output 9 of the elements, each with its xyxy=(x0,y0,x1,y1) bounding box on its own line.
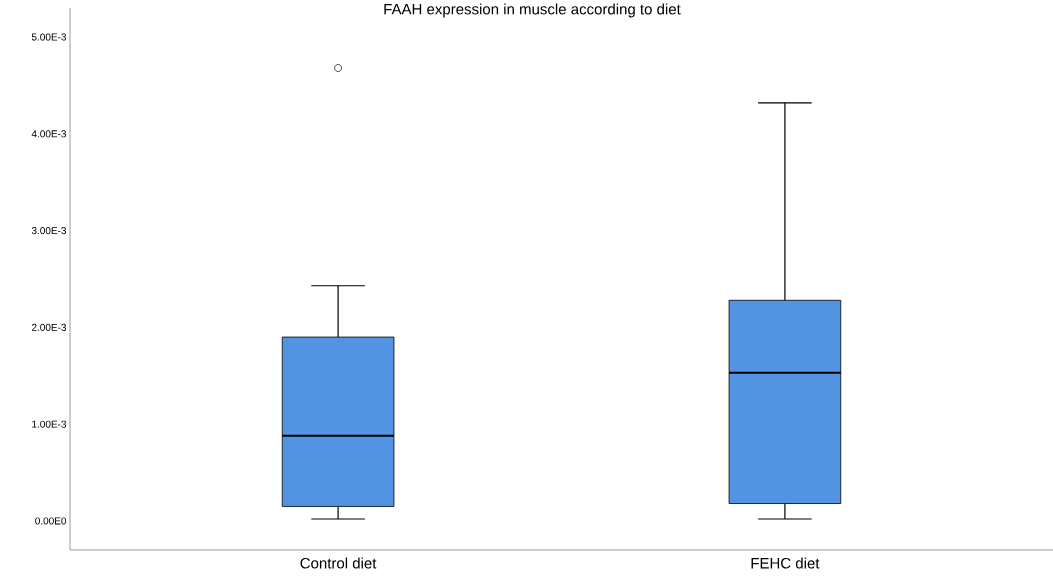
y-tick-label: 2.00E-3 xyxy=(31,323,67,331)
y-tick-label: 4.00E-3 xyxy=(31,130,67,138)
chart-title: FAAH expression in muscle according to diet xyxy=(384,3,681,18)
x-tick-label: FEHC diet xyxy=(751,557,820,569)
y-tick-label: 3.00E-3 xyxy=(31,227,67,235)
y-tick-label: 0.00E0 xyxy=(35,517,67,525)
y-tick-label: 5.00E-3 xyxy=(31,33,67,41)
y-tick-label: 1.00E-3 xyxy=(32,420,67,428)
x-tick-label: Control diet xyxy=(300,557,377,569)
